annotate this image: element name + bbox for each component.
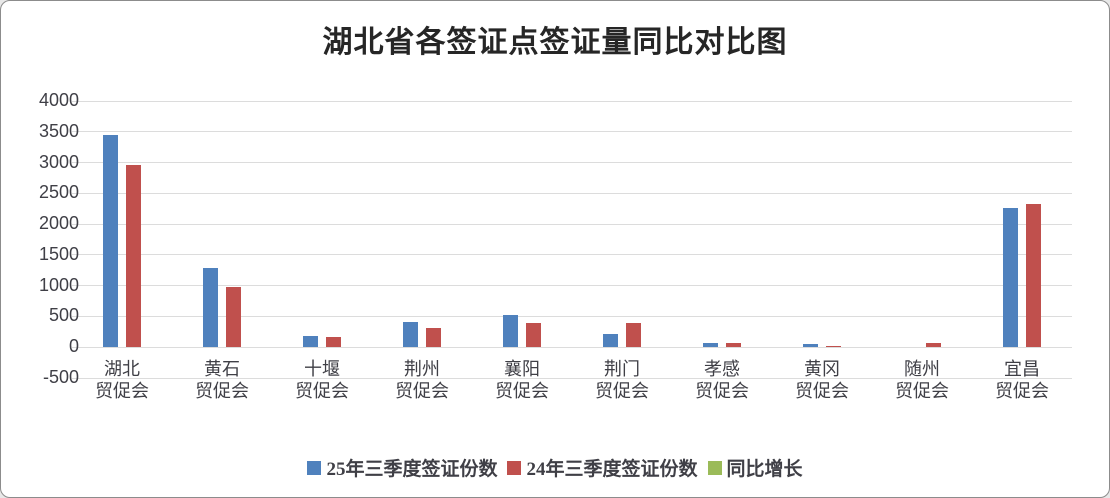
x-axis-label: 黄冈 贸促会 xyxy=(795,359,849,401)
y-axis-label: 2000 xyxy=(38,213,79,234)
bar-series1-cat8 xyxy=(803,344,818,348)
x-axis-label: 孝感 贸促会 xyxy=(695,359,749,401)
x-axis-label: 宜昌 贸促会 xyxy=(995,359,1049,401)
gridline xyxy=(72,315,1072,317)
legend-item-3: 同比增长 xyxy=(707,454,803,481)
bar-series1-cat5 xyxy=(503,315,518,348)
y-axis-label: 2500 xyxy=(38,182,79,203)
x-axis-label: 十堰 贸促会 xyxy=(295,359,349,401)
legend-item-1: 25年三季度签证份数 xyxy=(307,454,497,481)
bar-series2-cat2 xyxy=(226,286,241,348)
bar-series2-cat10 xyxy=(1026,204,1041,348)
x-axis-label: 荆门 贸促会 xyxy=(595,359,649,401)
gridline xyxy=(72,285,1072,287)
gridline xyxy=(72,377,1072,379)
bar-series1-cat4 xyxy=(403,321,418,348)
bar-series1-cat3 xyxy=(303,336,318,348)
legend: 25年三季度签证份数 24年三季度签证份数 同比增长 xyxy=(1,454,1109,481)
legend-color-swatch xyxy=(307,460,322,475)
x-axis-label: 随州 贸促会 xyxy=(895,359,949,401)
bar-series2-cat8 xyxy=(826,345,841,348)
gridline xyxy=(72,346,1072,348)
bar-series2-cat6 xyxy=(626,322,641,348)
bar-series2-cat4 xyxy=(426,328,441,348)
bar-series1-cat6 xyxy=(603,334,618,348)
plot-area xyxy=(72,100,1072,379)
legend-label: 24年三季度签证份数 xyxy=(526,459,698,480)
legend-item-2: 24年三季度签证份数 xyxy=(507,454,698,481)
bar-series1-cat10 xyxy=(1003,208,1018,348)
gridline xyxy=(72,162,1072,164)
x-axis-label: 黄石 贸促会 xyxy=(195,359,249,401)
y-axis-label: 1000 xyxy=(38,274,79,295)
bar-series2-cat5 xyxy=(526,322,541,348)
bar-series2-cat7 xyxy=(726,343,741,348)
chart-title: 湖北省各签证点签证量同比对比图 xyxy=(322,26,788,59)
x-axis-label: 荆州 贸促会 xyxy=(395,359,449,401)
gridline xyxy=(72,131,1072,133)
legend-label: 同比增长 xyxy=(726,459,803,480)
gridline xyxy=(72,192,1072,194)
y-axis-label: 1500 xyxy=(38,243,79,264)
bar-series2-cat9 xyxy=(926,343,941,348)
legend-color-swatch xyxy=(707,460,722,475)
gridline xyxy=(72,223,1072,225)
legend-label: 25年三季度签证份数 xyxy=(326,459,498,480)
legend-color-swatch xyxy=(507,460,522,475)
y-axis-label: 500 xyxy=(48,305,79,326)
y-axis-label: 3500 xyxy=(38,120,79,141)
bar-series2-cat1 xyxy=(126,165,141,348)
y-axis-label: 0 xyxy=(68,336,79,357)
x-axis-label: 湖北 贸促会 xyxy=(95,359,149,401)
bar-series1-cat1 xyxy=(103,134,118,348)
gridline xyxy=(72,254,1072,256)
gridline xyxy=(72,100,1072,102)
bar-series2-cat3 xyxy=(326,337,341,348)
y-axis-label: -500 xyxy=(42,367,79,387)
bar-series1-cat7 xyxy=(703,342,718,348)
bar-series1-cat2 xyxy=(203,267,218,348)
y-axis-label: 4000 xyxy=(38,90,79,110)
x-axis-label: 襄阳 贸促会 xyxy=(495,359,549,401)
y-axis-label: 3000 xyxy=(38,151,79,172)
